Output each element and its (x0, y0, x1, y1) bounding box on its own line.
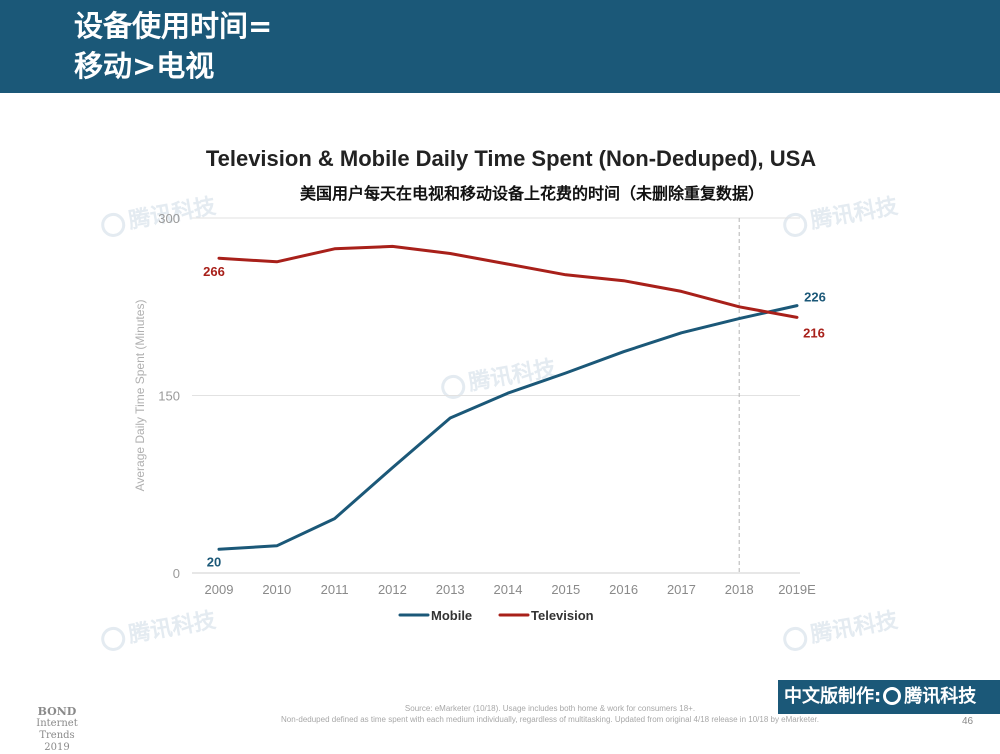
brand-name: 腾讯科技 (904, 686, 977, 707)
y-tick-label: 150 (158, 389, 180, 404)
chart-subtitle: 美国用户每天在电视和移动设备上花费的时间（未删除重复数据） (299, 184, 764, 203)
report-year: 2019 (44, 742, 70, 753)
data-label: 226 (804, 290, 826, 305)
brand-text: 中文版制作: (784, 686, 882, 707)
chart-title: Television & Mobile Daily Time Spent (No… (205, 146, 817, 171)
y-tick-label: 0 (173, 566, 180, 581)
legend-label: Television (531, 608, 594, 623)
source-note: Source: eMarketer (10/18). Usage include… (200, 703, 900, 725)
y-tick-label: 300 (158, 211, 180, 226)
data-label: 266 (203, 264, 225, 279)
data-label: 216 (803, 325, 825, 340)
x-tick-label: 2015 (551, 582, 580, 597)
x-tick-label: 2009 (205, 582, 234, 597)
brand-banner: 中文版制作: 腾讯科技 (778, 680, 1000, 714)
x-tick-label: 2018 (725, 582, 754, 597)
x-tick-label: 2012 (378, 582, 407, 597)
x-tick-label: 2011 (321, 582, 349, 597)
legend-label: Mobile (431, 608, 472, 623)
source-line-2: Non-deduped defined as time spent with e… (281, 715, 819, 724)
x-tick-label: 2016 (609, 582, 638, 597)
tencent-logo-icon (883, 687, 902, 705)
x-tick-label: 2010 (262, 582, 291, 597)
series-line-mobile (217, 304, 799, 551)
bond-logo-text: BOND (37, 705, 77, 718)
x-tick-label: 2013 (436, 582, 465, 597)
x-tick-label: 2017 (667, 582, 696, 597)
source-line-1: Source: eMarketer (10/18). Usage include… (404, 704, 696, 713)
report-name: Internet Trends (36, 718, 78, 741)
page-title: 设备使用时间= 移动>电视 (74, 9, 273, 83)
x-tick-label: 2014 (494, 582, 523, 597)
x-tick-label: 2019E (778, 582, 816, 597)
data-label: 20 (207, 554, 221, 569)
header-bar: 设备使用时间= 移动>电视 (0, 0, 1000, 93)
series-line-television (217, 244, 799, 319)
bond-footer: BOND Internet Trends 2019 (26, 706, 88, 754)
page-number: 46 (962, 716, 974, 727)
y-axis-label: Average Daily Time Spent (Minutes) (133, 300, 147, 492)
